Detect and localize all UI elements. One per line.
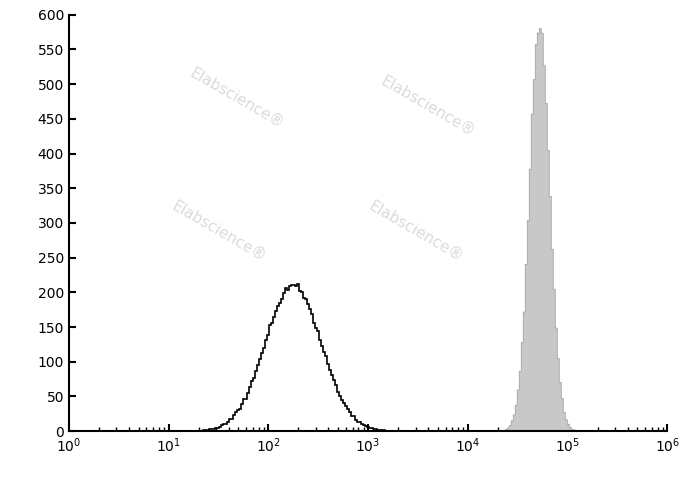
Text: Elabscience®: Elabscience® — [366, 198, 466, 264]
Text: Elabscience®: Elabscience® — [186, 65, 286, 131]
Text: Elabscience®: Elabscience® — [169, 198, 268, 264]
Text: Elabscience®: Elabscience® — [378, 74, 477, 139]
Polygon shape — [69, 28, 667, 431]
